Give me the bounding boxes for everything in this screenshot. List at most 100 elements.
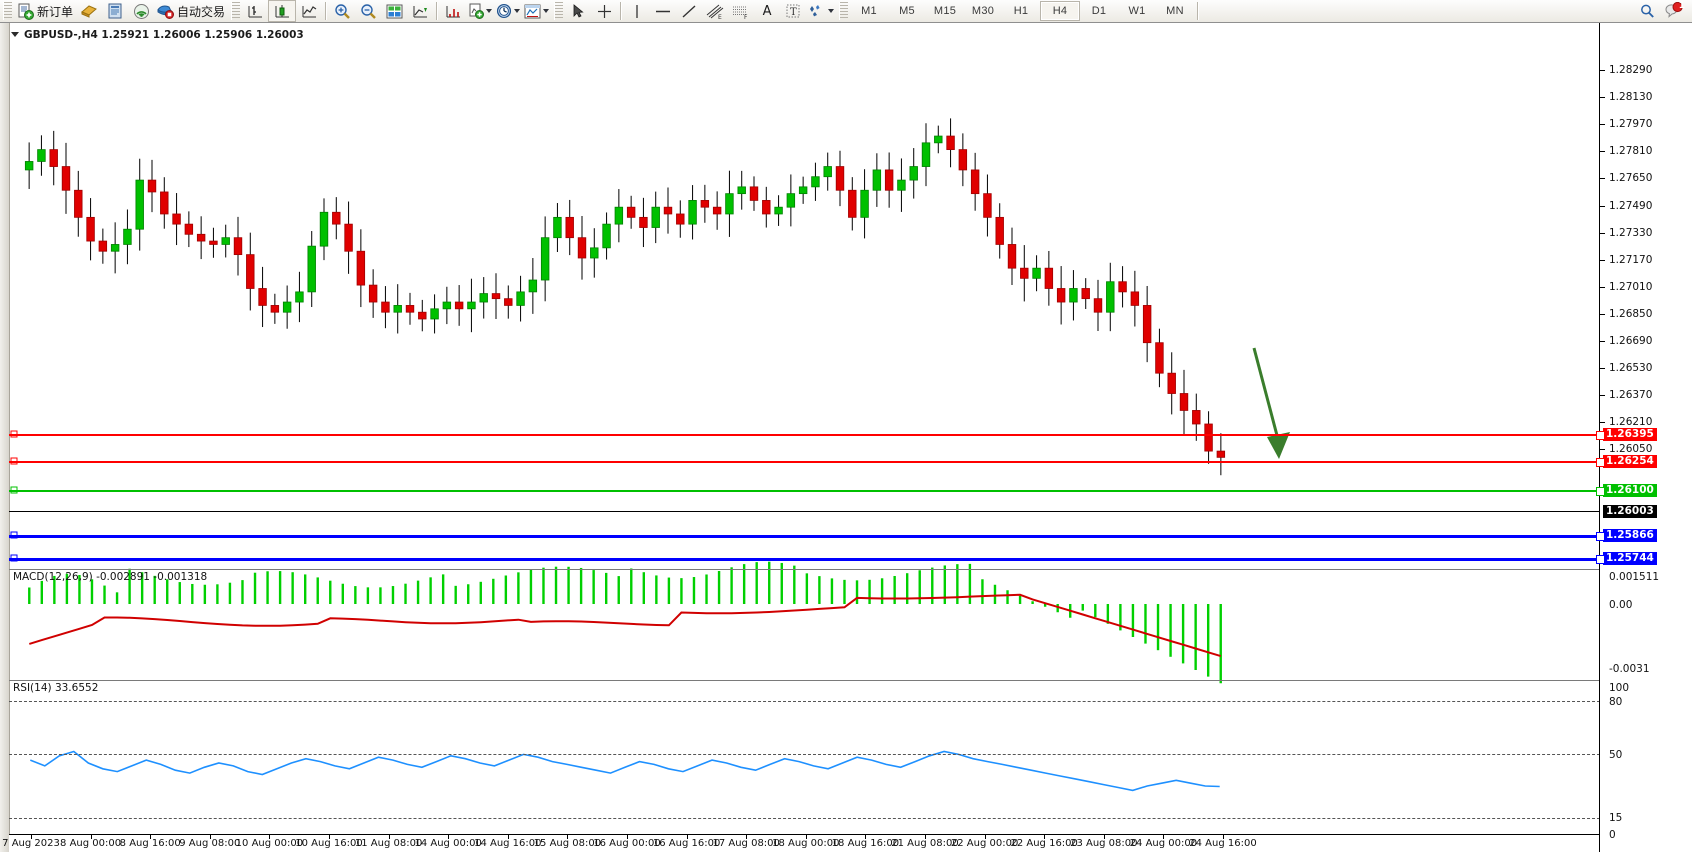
price-badge-handle[interactable] [1596,458,1605,467]
time-tick [507,835,509,839]
zoom-in-button[interactable] [329,1,355,21]
level-line-blue-2[interactable] [9,558,1600,561]
price-badge-resistance-2[interactable]: 1.26254 [1603,455,1657,468]
data-window-button[interactable] [407,1,433,21]
timeframe-m15[interactable]: M15 [933,5,957,17]
timeframe-m1[interactable]: M1 [861,5,877,17]
macd-scale-top: 0.001511 [1609,571,1660,583]
price-tick [1600,286,1605,288]
chart-left-scrollbar[interactable] [0,23,10,852]
crosshair-button[interactable] [591,1,617,21]
chart-symbol-header[interactable]: GBPUSD-,H4 1.25921 1.26006 1.25906 1.260… [11,28,304,41]
candlestick-chart-icon [275,4,289,17]
crosshair-icon [597,4,611,18]
text-box-button[interactable]: T [780,1,806,21]
shapes-dropdown-arrow[interactable] [828,9,835,13]
timeframe-w1[interactable]: W1 [1128,5,1146,17]
search-button[interactable] [1634,1,1660,21]
new-chart-dropdown-arrow[interactable] [486,9,493,13]
price-badge-handle[interactable] [1596,431,1605,440]
timeframe-h4[interactable]: H4 [1040,1,1081,21]
timeframe-m5[interactable]: M5 [899,5,915,17]
main-toolbar: 新订单 自动交易 [0,0,1692,23]
zoom-out-button[interactable] [355,1,381,21]
templates-button[interactable] [522,1,551,21]
autotrading-button[interactable]: 自动交易 [154,1,228,21]
chart-window[interactable]: GBPUSD-,H4 1.25921 1.26006 1.25906 1.260… [0,22,1692,852]
notifications-icon [1664,2,1683,18]
level-line-support-1[interactable] [9,490,1600,492]
tile-windows-icon [386,4,403,18]
price-label: 1.26690 [1609,335,1653,347]
horizontal-line-button[interactable] [650,1,676,21]
fibonacci-button[interactable]: F [728,1,754,21]
cursor-icon [573,4,584,18]
candlestick-chart-button[interactable] [268,0,297,22]
macd-series [28,561,1222,684]
zoom-out-icon [360,3,376,19]
autotrading-label: 自动交易 [177,4,226,19]
toolbar-separator-1 [325,2,327,20]
toolbar-separator-4 [1197,2,1199,20]
price-badge-support-1[interactable]: 1.26100 [1603,484,1657,497]
timeframe-d1[interactable]: D1 [1091,5,1107,17]
level-line-current-price [9,511,1600,512]
line-chart-button[interactable] [296,1,322,21]
timeframe-m30[interactable]: M30 [971,5,995,17]
rsi-scale-50: 50 [1609,749,1623,761]
metaeditor-button[interactable] [102,1,128,21]
chart-menu-triangle-icon[interactable] [11,32,19,37]
equidistant-channel-button[interactable]: E [702,1,728,21]
time-label: 14 Aug 16:00 [474,838,542,849]
price-label: 1.28130 [1609,91,1653,104]
toolbar-grip-standard[interactable] [3,2,12,20]
grid-icon [446,5,460,17]
timeframe-h1[interactable]: H1 [1013,5,1029,17]
price-badge-handle[interactable] [1596,555,1605,564]
notifications-button[interactable]: 1 [1660,1,1686,21]
toolbar-grip-linestudies[interactable] [554,2,564,20]
period-button[interactable] [494,1,522,21]
rsi-label: RSI(14) 33.6552 [13,682,99,694]
rsi-level-15 [9,818,1600,819]
price-badge-handle[interactable] [1596,532,1605,541]
time-label: 24 Aug 16:00 [1189,838,1257,849]
grid-button[interactable] [440,1,466,21]
notification-badge-count: 1 [1678,1,1685,11]
timeframe-mn[interactable]: MN [1166,5,1184,17]
time-tick [31,835,32,839]
time-label: 24 Aug 00:00 [1129,838,1198,849]
toolbar-grip-periods[interactable] [839,2,849,20]
level-line-resistance-2[interactable] [9,461,1600,463]
trendline-button[interactable] [676,1,702,21]
bar-chart-button[interactable] [242,1,268,21]
equidistant-channel-icon: E [706,4,724,20]
expert-advisors-icon [81,5,97,18]
text-label-button[interactable]: A [754,1,780,21]
templates-dropdown-arrow[interactable] [543,9,550,13]
level-line-blue-1[interactable] [9,535,1600,538]
price-badge-blue-level-2[interactable]: 1.25744 [1603,552,1657,565]
price-badge-blue-level-1[interactable]: 1.25866 [1603,529,1657,542]
toolbar-separator-2 [436,2,438,20]
period-dropdown-arrow[interactable] [514,9,521,13]
price-badge-handle[interactable] [1596,487,1605,496]
price-label: 1.26530 [1609,362,1653,375]
vertical-line-button[interactable] [624,1,650,21]
new-chart-button[interactable] [466,1,494,21]
expert-advisors-button[interactable] [76,1,102,21]
new-order-button[interactable]: 新订单 [14,1,76,21]
time-label: 14 Aug 00:00 [414,838,482,849]
time-label: 10 Aug 16:00 [295,838,363,849]
price-scale[interactable]: 1.28290 1.28130 1.27970 1.27810 1.27650 1.274… [1596,23,1692,852]
cursor-button[interactable] [565,1,591,21]
network-button[interactable] [128,1,154,21]
price-badge-resistance-1[interactable]: 1.26395 [1603,428,1657,441]
tile-windows-button[interactable] [381,1,407,21]
price-badge-current-price[interactable]: 1.26003 [1603,505,1657,518]
chart-plot-area[interactable]: GBPUSD-,H4 1.25921 1.26006 1.25906 1.260… [2,23,1692,852]
shapes-button[interactable] [806,1,836,21]
level-line-resistance-1[interactable] [9,434,1600,436]
toolbar-grip-charts[interactable] [231,2,241,20]
data-window-icon [413,5,427,17]
